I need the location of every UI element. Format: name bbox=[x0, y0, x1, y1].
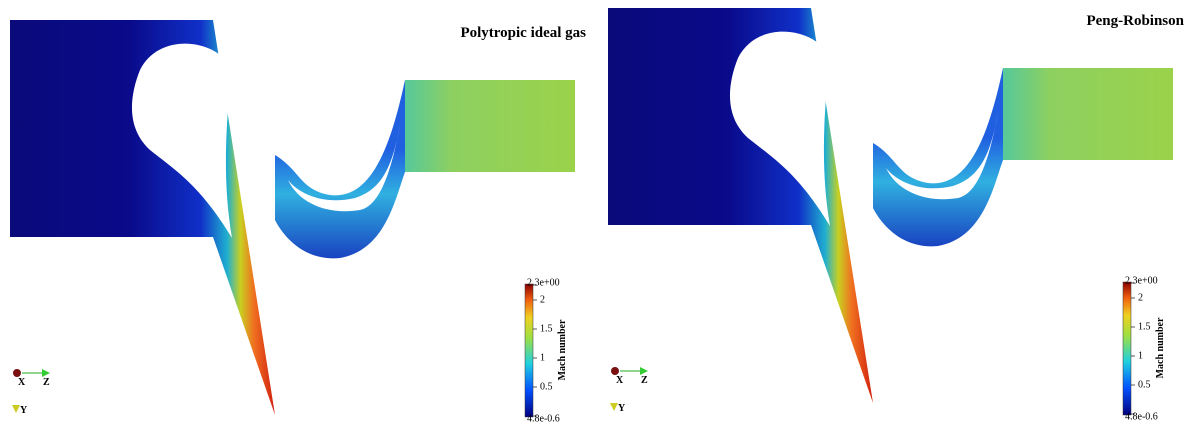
panel bbox=[10, 20, 575, 417]
axis-label: X bbox=[616, 375, 624, 386]
colorbar-tick-label: 1.5 bbox=[540, 323, 553, 334]
colorbar-tick-label: 4.8e-0.6 bbox=[1125, 411, 1158, 422]
axis-label: X bbox=[18, 377, 26, 388]
colorbar-tick-label: 1 bbox=[540, 352, 545, 363]
axis-label: Z bbox=[641, 375, 648, 386]
colorbar-tick-label: 1 bbox=[1138, 350, 1143, 361]
colorbar-tick-label: 4.8e-0.6 bbox=[527, 413, 560, 424]
axis-label: Y bbox=[20, 405, 28, 416]
panel-title: Peng-Robinson bbox=[1086, 13, 1184, 29]
colorbar bbox=[12, 284, 537, 417]
colorbar-tick-label: 2.3e+00 bbox=[527, 277, 560, 288]
colorbar-tick-label: 0.5 bbox=[540, 381, 553, 392]
colorbar-tick-label: 2 bbox=[1138, 292, 1143, 303]
panel-title: Polytropic ideal gas bbox=[460, 25, 586, 41]
colorbar-tick-label: 0.5 bbox=[1138, 379, 1151, 390]
colorbar-label: Mach number bbox=[557, 319, 568, 380]
panel bbox=[608, 8, 1173, 403]
colorbar-tick-label: 2.3e+00 bbox=[1125, 275, 1158, 286]
contour-plot bbox=[10, 20, 575, 415]
colorbar-tick-label: 1.5 bbox=[1138, 321, 1151, 332]
screenshot: Polytropic ideal gas 2.3e+00 2 1.5 1 0.5 4.8e-… bbox=[0, 0, 1185, 424]
colorbar-tick-label: 2 bbox=[540, 294, 545, 305]
colorbar-label: Mach number bbox=[1155, 317, 1166, 378]
panel bbox=[610, 282, 1135, 415]
colorbar bbox=[610, 282, 1135, 415]
axis-label: Z bbox=[43, 377, 50, 388]
axis-label: Y bbox=[618, 403, 626, 414]
contour-plot bbox=[608, 8, 1173, 403]
